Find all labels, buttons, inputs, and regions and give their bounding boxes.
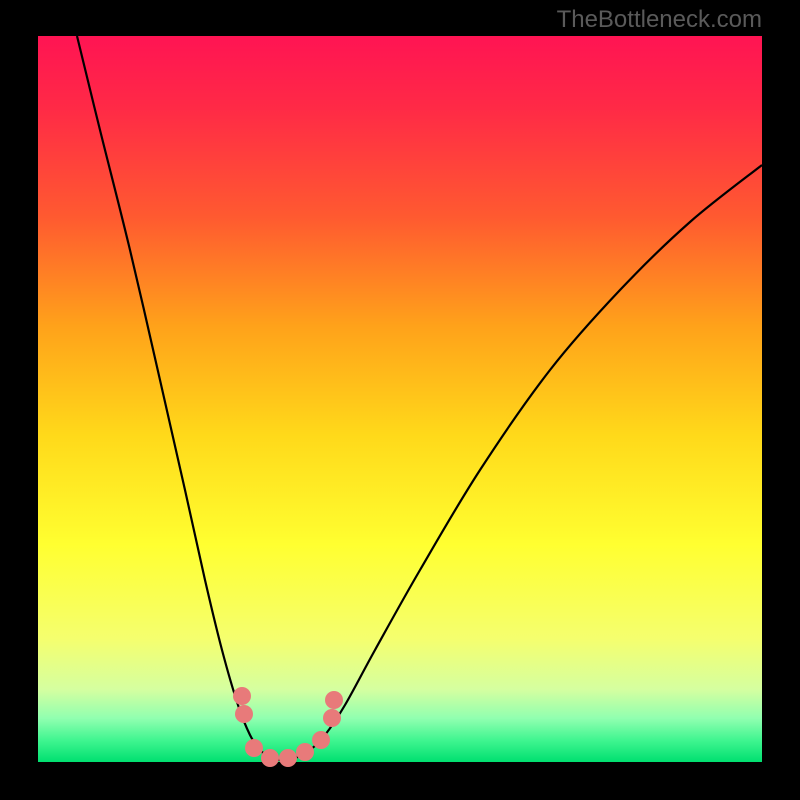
curve-overlay [38, 36, 762, 762]
curve-marker [325, 691, 343, 709]
curve-marker [323, 709, 341, 727]
curve-marker [296, 743, 314, 761]
curve-marker [245, 739, 263, 757]
bottleneck-curve [77, 36, 762, 760]
curve-marker [279, 749, 297, 767]
plot-area [38, 36, 762, 762]
curve-marker [233, 687, 251, 705]
curve-marker [261, 749, 279, 767]
chart-container: TheBottleneck.com [0, 0, 800, 800]
curve-marker [235, 705, 253, 723]
watermark-text: TheBottleneck.com [557, 6, 762, 34]
curve-marker [312, 731, 330, 749]
